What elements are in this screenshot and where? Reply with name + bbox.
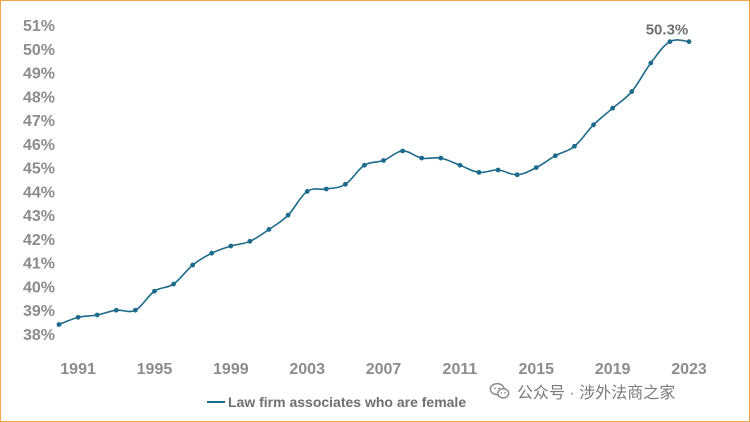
x-tick-label: 2011 (443, 361, 478, 378)
data-point (75, 314, 81, 320)
data-point (533, 165, 539, 171)
data-point (362, 162, 367, 168)
wechat-icon (489, 382, 510, 399)
x-axis-ticks: 1991 1995 1999 2003 2007 2011 2015 2019 2023 (60, 361, 707, 378)
data-point (171, 281, 176, 287)
data-point (285, 212, 291, 218)
watermark-text: 公众号 · 涉外法商之家 (517, 385, 676, 402)
data-point (648, 60, 654, 66)
annotations: 50.3% (646, 22, 689, 39)
data-point (629, 89, 635, 94)
data-label: 50.3% (646, 22, 689, 39)
y-tick-label: 51% (23, 18, 55, 35)
data-point (132, 307, 138, 313)
data-point (400, 148, 406, 154)
y-tick-label: 42% (23, 232, 55, 249)
data-point (686, 39, 692, 45)
data-point (342, 181, 348, 187)
data-point (419, 155, 425, 161)
data-point (94, 312, 100, 318)
y-tick-label: 46% (23, 137, 55, 154)
x-tick-label: 1999 (213, 361, 249, 378)
data-point (591, 122, 596, 128)
data-point (323, 186, 329, 192)
data-point (381, 158, 386, 163)
data-point (610, 105, 616, 111)
data-point (152, 288, 157, 294)
watermark: 公众号 · 涉外法商之家 (489, 379, 675, 403)
y-tick-label: 45% (23, 161, 55, 178)
data-point (457, 162, 463, 168)
x-tick-label: 1991 (60, 361, 96, 378)
data-point (228, 243, 234, 249)
x-tick-label: 2019 (595, 361, 631, 378)
data-point (552, 153, 558, 159)
y-tick-label: 39% (23, 303, 55, 320)
y-tick-label: 41% (23, 256, 55, 273)
data-point (667, 39, 673, 45)
y-axis-ticks: 38% 39% 40% 41% 42% 43% 44% 45% 46% 47% 48% 49% 50% 5… (23, 18, 55, 344)
data-point (476, 169, 482, 175)
y-tick-label: 44% (23, 184, 55, 201)
data-point (304, 188, 310, 194)
data-point (495, 167, 501, 173)
data-point (209, 250, 215, 256)
data-point (247, 238, 253, 244)
data-point (514, 172, 520, 178)
y-tick-label: 50% (23, 42, 55, 59)
y-tick-label: 47% (23, 113, 55, 130)
data-point (113, 307, 119, 313)
data-point (56, 322, 62, 327)
legend-label: Law firm associates who are female (228, 394, 467, 410)
data-point (572, 143, 577, 149)
x-tick-label: 1995 (137, 361, 173, 378)
y-tick-label: 38% (23, 327, 55, 344)
legend-swatch (207, 401, 225, 403)
data-point (190, 262, 196, 268)
y-tick-label: 43% (23, 208, 55, 225)
y-tick-label: 40% (23, 279, 55, 296)
series-line (58, 39, 690, 326)
x-tick-label: 2003 (289, 361, 325, 378)
x-tick-label: 2015 (518, 361, 554, 378)
y-tick-label: 49% (23, 66, 55, 83)
data-point (266, 227, 272, 232)
x-tick-label: 2007 (366, 361, 402, 378)
data-point (438, 155, 444, 161)
y-tick-label: 48% (23, 89, 55, 106)
x-tick-label: 2023 (671, 361, 707, 378)
legend: Law firm associates who are female (207, 394, 466, 410)
series-layer (56, 39, 692, 327)
